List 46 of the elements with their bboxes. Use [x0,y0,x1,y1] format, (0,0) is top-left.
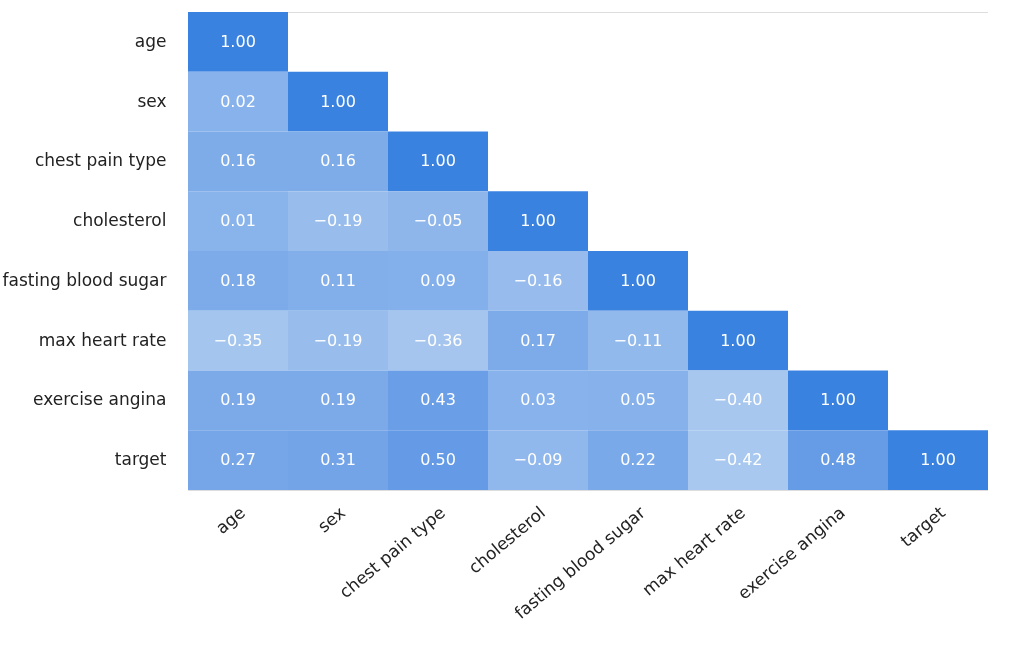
data-label: 0.48 [820,450,856,470]
data-label: 1.00 [520,211,556,231]
y-tick-label: max heart rate [38,329,167,350]
y-tick-label: exercise angina [33,389,167,410]
y-tick-label: chest pain type [34,150,167,171]
y-tick-label: target [114,449,167,470]
data-label: 0.02 [220,91,256,111]
y-tick-label: sex [137,90,167,111]
data-label: −0.19 [313,211,363,231]
data-label: 1.00 [920,450,956,470]
data-label: 1.00 [320,91,356,111]
data-label: 1.00 [720,330,756,350]
data-label: 1.00 [420,151,456,171]
data-label: −0.09 [513,450,563,470]
data-label: 0.22 [620,450,656,470]
data-label: 0.43 [420,390,456,410]
data-label: −0.05 [413,211,463,231]
data-label: 0.19 [320,390,356,410]
y-tick-label: cholesterol [73,210,167,231]
data-label: −0.35 [213,330,263,350]
data-label: 0.05 [620,390,656,410]
data-label: −0.16 [513,270,563,290]
y-tick-label: fasting blood sugar [2,269,167,290]
data-label: 0.31 [320,450,356,470]
x-tick-label: sex [313,502,349,537]
data-label: −0.19 [313,330,363,350]
x-tick-label: age [211,502,249,538]
data-label: 0.50 [420,450,456,470]
y-tick-label: age [134,30,167,51]
data-label: 0.11 [320,270,356,290]
data-label: −0.40 [713,390,763,410]
data-label: 1.00 [820,390,856,410]
data-label: 0.03 [520,390,556,410]
data-label: 1.00 [220,31,256,51]
data-label: −0.36 [413,330,463,350]
data-label: 0.09 [420,270,456,290]
data-label: 0.19 [220,390,256,410]
data-label: 0.17 [520,330,556,350]
data-label: 0.16 [220,151,256,171]
data-label: 0.27 [220,450,256,470]
data-label: 1.00 [620,270,656,290]
data-label: −0.42 [713,450,763,470]
data-label: 0.18 [220,270,256,290]
data-label: −0.11 [613,330,663,350]
data-label: 0.01 [220,211,256,231]
data-label: 0.16 [320,151,356,171]
